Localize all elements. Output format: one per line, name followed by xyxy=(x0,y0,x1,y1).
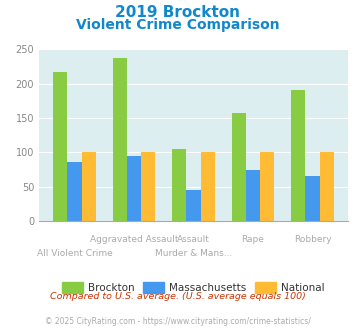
Bar xyxy=(291,90,305,221)
Text: Robbery: Robbery xyxy=(294,235,331,244)
Bar xyxy=(53,72,67,221)
Bar xyxy=(260,152,274,221)
Bar xyxy=(186,189,201,221)
Text: Violent Crime Comparison: Violent Crime Comparison xyxy=(76,18,279,32)
Bar xyxy=(201,152,215,221)
Bar xyxy=(305,177,320,221)
Text: All Violent Crime: All Violent Crime xyxy=(37,249,113,258)
Text: Aggravated Assault: Aggravated Assault xyxy=(90,235,178,244)
Bar xyxy=(172,149,186,221)
Text: Murder & Mans...: Murder & Mans... xyxy=(155,249,232,258)
Bar xyxy=(82,152,96,221)
Bar xyxy=(231,113,246,221)
Text: Compared to U.S. average. (U.S. average equals 100): Compared to U.S. average. (U.S. average … xyxy=(50,292,305,301)
Text: 2019 Brockton: 2019 Brockton xyxy=(115,5,240,20)
Bar xyxy=(127,156,141,221)
Text: Rape: Rape xyxy=(241,235,264,244)
Bar xyxy=(141,152,155,221)
Text: Assault: Assault xyxy=(177,235,210,244)
Bar xyxy=(246,170,260,221)
Bar xyxy=(320,152,334,221)
Text: © 2025 CityRating.com - https://www.cityrating.com/crime-statistics/: © 2025 CityRating.com - https://www.city… xyxy=(45,317,310,326)
Bar xyxy=(67,162,82,221)
Bar xyxy=(113,58,127,221)
Legend: Brockton, Massachusetts, National: Brockton, Massachusetts, National xyxy=(58,278,329,297)
